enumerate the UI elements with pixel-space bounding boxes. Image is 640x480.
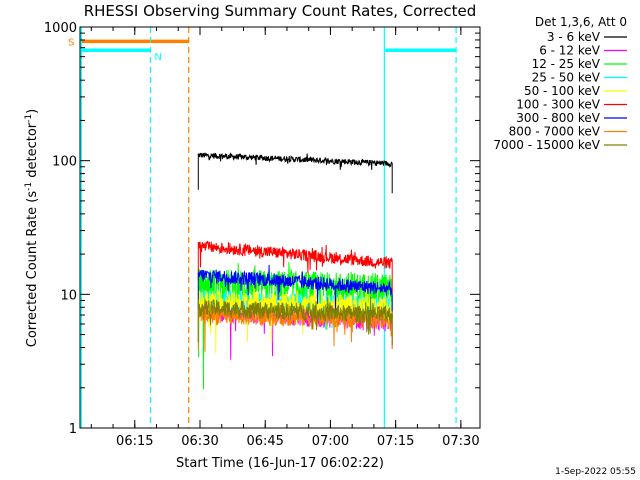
legend-label: 100 - 300 keV: [516, 98, 600, 112]
y-tick-label: 1: [69, 422, 77, 437]
legend-label: 7000 - 15000 keV: [493, 138, 600, 152]
vertical-line-layer: [80, 27, 457, 428]
series-line: [197, 262, 393, 390]
x-tick-label: 06:45: [246, 434, 283, 449]
legend-label: 25 - 50 keV: [532, 71, 601, 85]
x-tick-label: 07:00: [312, 434, 349, 449]
flag-layer: SN: [68, 37, 457, 63]
series-line: [197, 152, 393, 194]
series-line: [197, 296, 393, 345]
series-layer: [197, 152, 393, 390]
legend-label: 6 - 12 keV: [539, 44, 601, 58]
flag-label: S: [68, 37, 74, 48]
x-tick-label: 07:15: [377, 434, 414, 449]
legend-label: 50 - 100 keV: [524, 84, 601, 98]
legend-label: 300 - 800 keV: [516, 111, 600, 125]
series-line: [197, 240, 393, 294]
legend-label: 800 - 7000 keV: [509, 125, 601, 139]
y-tick-label: 1000: [44, 21, 77, 36]
legend-label: 12 - 25 keV: [532, 57, 601, 71]
chart-title: RHESSI Observing Summary Count Rates, Co…: [84, 2, 477, 20]
y-axis-label: Corrected Count Rate (s-1 detector-1): [24, 109, 40, 347]
series-line: [197, 264, 393, 319]
footer-date: 1-Sep-2022 05:55: [555, 467, 636, 477]
x-tick-label: 07:30: [442, 434, 479, 449]
legend-label: 3 - 6 keV: [547, 30, 601, 44]
plot-frame: [79, 26, 481, 429]
flag-label: N: [154, 52, 161, 63]
x-axis-label: Start Time (16-Jun-17 06:02:22): [176, 456, 384, 471]
x-tick-label: 06:15: [116, 434, 153, 449]
legend-title: Det 1,3,6, Att 0: [535, 15, 627, 29]
axes-layer: 1 10 100 1000 06:15 06:30 06:45 07:00 07:15 07:30: [44, 21, 480, 449]
y-tick-label: 100: [52, 155, 77, 170]
x-tick-label: 06:30: [181, 434, 218, 449]
y-tick-label: 10: [60, 288, 77, 303]
